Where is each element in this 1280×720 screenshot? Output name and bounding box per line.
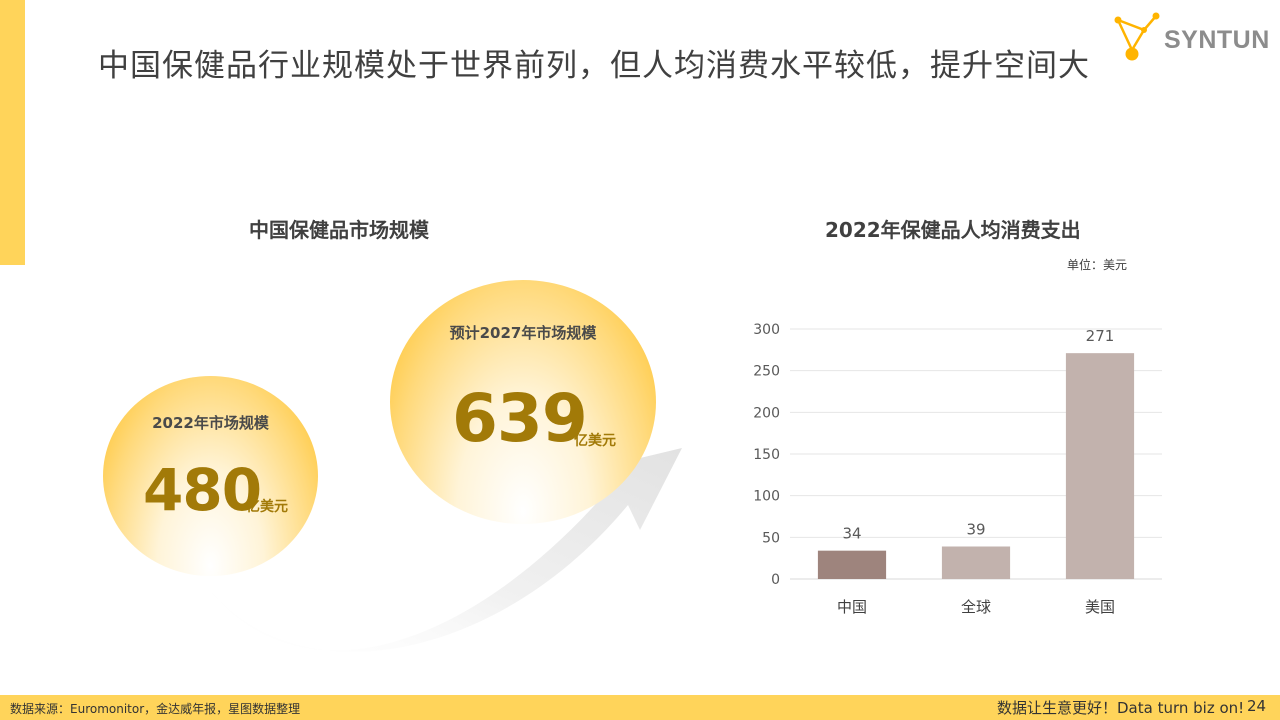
y-tick-label: 0 [771, 572, 780, 588]
y-tick-label: 300 [753, 322, 780, 338]
left-section-title: 中国保健品市场规模 [249, 218, 429, 242]
x-tick-label: 中国 [837, 598, 867, 616]
side-accent-bar [0, 0, 25, 265]
y-tick-label: 150 [753, 447, 780, 463]
forecast-market-bubble: 预计2027年市场规模 639 亿美元 [390, 280, 656, 524]
logo-text: SYNTUN [1164, 26, 1270, 54]
forecast-market-unit: 亿美元 [574, 433, 616, 449]
y-tick-label: 200 [753, 405, 780, 421]
current-market-unit: 亿美元 [246, 499, 288, 515]
y-tick-label: 250 [753, 364, 780, 380]
x-tick-label: 美国 [1085, 598, 1115, 616]
syntun-logo-icon [1114, 12, 1160, 61]
forecast-market-value: 639 [452, 380, 588, 457]
bar [1065, 353, 1135, 579]
y-tick-label: 50 [762, 530, 780, 546]
data-label: 39 [966, 521, 985, 539]
bar [817, 550, 887, 579]
y-tick-label: 100 [753, 489, 780, 505]
data-label: 34 [842, 525, 861, 543]
data-label: 271 [1086, 327, 1115, 345]
page-title: 中国保健品行业规模处于世界前列，但人均消费水平较低，提升空间大 [98, 48, 1090, 84]
current-market-bubble: 2022年市场规模 480 亿美元 [103, 376, 318, 576]
per-capita-bar-chart: 0 50 100 150 200 250 300 34 中国 39 全球 271 美国 [753, 322, 1162, 616]
current-market-label: 2022年市场规模 [152, 414, 269, 432]
forecast-market-label: 预计2027年市场规模 [449, 324, 597, 342]
right-section-title: 2022年保健品人均消费支出 [825, 218, 1081, 242]
page-number: 24 [1247, 697, 1267, 715]
footer-slogan: 数据让生意更好！Data turn biz on! [997, 699, 1245, 717]
footer-source: 数据来源：Euromonitor，金达威年报，星图数据整理 [10, 702, 301, 716]
current-market-value: 480 [143, 456, 262, 524]
footer-bar: 数据来源：Euromonitor，金达威年报，星图数据整理 数据让生意更好！Da… [0, 695, 1280, 720]
x-tick-label: 全球 [961, 598, 991, 616]
chart-unit-note: 单位：美元 [1067, 258, 1128, 272]
bar [941, 546, 1011, 579]
